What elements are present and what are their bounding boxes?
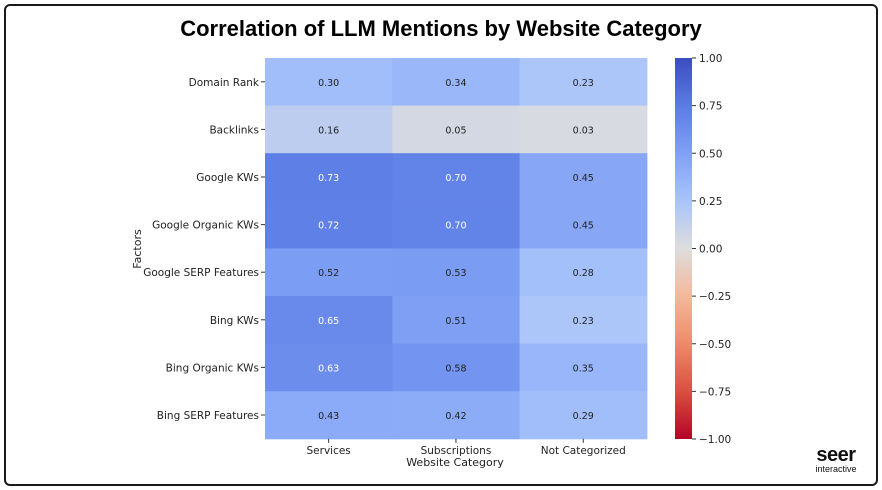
- cell-value-label: 0.42: [445, 411, 466, 422]
- heatmap-cell: [392, 296, 521, 345]
- row-tick-label: Google KWs: [196, 172, 259, 184]
- heatmap-cell: [519, 343, 648, 392]
- heatmap-cell: [265, 343, 393, 392]
- colorbar-tick-label: −0.75: [699, 386, 731, 398]
- x-axis-label: Website Category: [406, 456, 504, 469]
- colorbar-tick-label: 0.50: [699, 148, 722, 160]
- colorbar: [675, 58, 692, 439]
- cell-value-label: 0.23: [573, 316, 594, 327]
- row-tick-label: Bing KWs: [210, 315, 259, 327]
- cell-value-label: 0.16: [318, 125, 339, 136]
- colorbar-tick-label: −0.50: [699, 339, 731, 351]
- cell-value-label: 0.03: [573, 125, 594, 136]
- cell-value-label: 0.45: [573, 173, 594, 184]
- cell-value-label: 0.28: [573, 268, 594, 279]
- heatmap-cell: [519, 58, 648, 107]
- brand-logo: seer interactive: [800, 444, 872, 474]
- heatmap-cell: [392, 391, 521, 440]
- cell-value-label: 0.73: [318, 173, 339, 184]
- heatmap-cell: [265, 391, 393, 440]
- cell-value-label: 0.45: [573, 221, 594, 232]
- cell-value-label: 0.30: [318, 78, 339, 89]
- heatmap-cell: [265, 153, 393, 202]
- heatmap-cell: [519, 248, 648, 297]
- colorbar-tick-label: −1.00: [699, 434, 731, 446]
- heatmap-cell: [392, 105, 521, 154]
- heatmap-cell: [265, 105, 393, 154]
- row-tick-label: Google SERP Features: [143, 267, 259, 279]
- heatmap-cell: [392, 248, 521, 297]
- cell-value-label: 0.63: [318, 363, 339, 374]
- cell-value-label: 0.23: [573, 78, 594, 89]
- column-tick-label: Not Categorized: [541, 445, 626, 457]
- heatmap-cell: [519, 105, 648, 154]
- colorbar-tick-label: 0.75: [699, 101, 722, 113]
- heatmap-cell: [519, 296, 648, 345]
- cell-value-label: 0.70: [445, 221, 466, 232]
- row-tick-label: Domain Rank: [189, 77, 260, 89]
- cell-value-label: 0.52: [318, 268, 339, 279]
- colorbar-tick-label: 0.25: [699, 196, 722, 208]
- cell-value-label: 0.34: [445, 78, 466, 89]
- heatmap-cell: [519, 200, 648, 249]
- brand-tagline: interactive: [815, 464, 857, 474]
- cell-value-label: 0.35: [573, 363, 594, 374]
- brand-name: seer: [816, 444, 856, 466]
- cell-value-label: 0.65: [318, 316, 339, 327]
- heatmap-cell: [392, 343, 521, 392]
- colorbar-tick-label: 0.00: [699, 244, 722, 256]
- row-tick-label: Bing SERP Features: [157, 410, 259, 422]
- cell-value-label: 0.43: [318, 411, 339, 422]
- row-tick-label: Google Organic KWs: [152, 220, 259, 232]
- cell-value-label: 0.29: [573, 411, 594, 422]
- colorbar-tick-label: −0.25: [699, 291, 731, 303]
- cell-value-label: 0.70: [445, 173, 466, 184]
- cell-value-label: 0.51: [445, 316, 466, 327]
- heatmap-cell: [265, 200, 393, 249]
- row-tick-label: Backlinks: [209, 124, 259, 136]
- heatmap-cell: [265, 248, 393, 297]
- row-tick-label: Bing Organic KWs: [166, 362, 259, 374]
- y-axis-label: Factors: [131, 229, 144, 269]
- cell-value-label: 0.72: [318, 221, 339, 232]
- heatmap-cell: [519, 391, 648, 440]
- heatmap-cell: [265, 58, 393, 107]
- cell-value-label: 0.53: [445, 268, 466, 279]
- heatmap-cell: [392, 200, 521, 249]
- cell-value-label: 0.05: [445, 125, 466, 136]
- column-tick-label: Subscriptions: [421, 445, 492, 457]
- heatmap-cell: [519, 153, 648, 202]
- column-tick-label: Services: [307, 445, 351, 457]
- cell-value-label: 0.58: [445, 363, 466, 374]
- heatmap-cell: [265, 296, 393, 345]
- heatmap-cell: [392, 58, 521, 107]
- chart-title: Correlation of LLM Mentions by Website C…: [180, 16, 702, 41]
- colorbar-tick-label: 1.00: [699, 53, 722, 65]
- heatmap-cell: [392, 153, 521, 202]
